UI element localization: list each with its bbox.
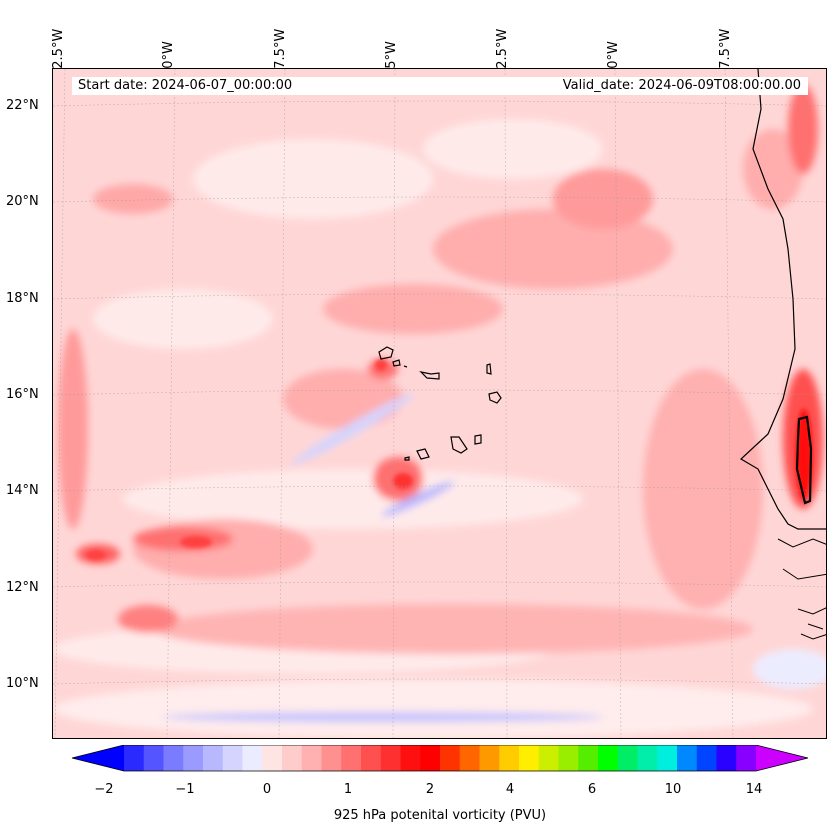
colorbar-segment bbox=[183, 745, 204, 771]
latitude-label: 10°N bbox=[6, 676, 39, 691]
latitude-label: 12°N bbox=[6, 580, 39, 595]
cape-verde-islands bbox=[378, 346, 502, 461]
start-date-label: Start date: 2024-06-07_00:00:00 bbox=[78, 78, 293, 93]
colorbar-outline bbox=[71, 745, 809, 772]
colorbar-tick-label: 1 bbox=[343, 782, 353, 797]
colorbar-extend-max bbox=[756, 745, 808, 771]
colorbar-segment bbox=[361, 745, 382, 771]
colorbar-segment bbox=[124, 745, 145, 771]
colorbar-segment bbox=[637, 745, 658, 771]
graticule bbox=[53, 69, 826, 738]
latitude-label: 14°N bbox=[6, 483, 39, 498]
colorbar-tick-label: 6 bbox=[587, 782, 597, 797]
colorbar-segment bbox=[696, 745, 717, 771]
valid-date-label: Valid_date: 2024-06-09T08:00:00.00 bbox=[562, 78, 801, 93]
latitude-label: 20°N bbox=[6, 194, 39, 209]
colorbar-segment bbox=[499, 745, 520, 771]
colorbar-tick-label: 14 bbox=[745, 782, 763, 797]
colorbar-segment bbox=[301, 745, 322, 771]
colorbar-tick-label: −1 bbox=[175, 782, 195, 797]
colorbar-segment bbox=[558, 745, 579, 771]
colorbar-tick-label: 4 bbox=[505, 782, 515, 797]
coastline bbox=[740, 69, 826, 530]
pv-contours bbox=[53, 84, 826, 738]
colorbar-segment bbox=[163, 745, 184, 771]
colorbar-tick-label: 10 bbox=[664, 782, 682, 797]
colorbar-segment bbox=[677, 745, 698, 771]
colorbar-segment bbox=[519, 745, 540, 771]
colorbar-segment bbox=[459, 745, 480, 771]
colorbar-segment bbox=[380, 745, 401, 771]
colorbar-segment bbox=[242, 745, 263, 771]
colorbar-segment bbox=[598, 745, 619, 771]
colorbar-segment bbox=[657, 745, 678, 771]
colorbar-extend-min bbox=[72, 745, 124, 771]
colorbar bbox=[71, 745, 809, 772]
colorbar-label: 925 hPa potenital vorticity (PVU) bbox=[333, 808, 547, 823]
colorbar-segment bbox=[736, 745, 757, 771]
colorbar-segment bbox=[400, 745, 421, 771]
colorbar-tick-label: 0 bbox=[262, 782, 272, 797]
colorbar-segment bbox=[716, 745, 737, 771]
coastline-south bbox=[777, 538, 826, 640]
colorbar-segment bbox=[420, 745, 441, 771]
colorbar-segment bbox=[341, 745, 362, 771]
info-banner bbox=[72, 77, 808, 95]
colorbar-segment bbox=[282, 745, 303, 771]
latitude-label: 18°N bbox=[6, 291, 39, 306]
colorbar-segment bbox=[222, 745, 243, 771]
colorbar-segment bbox=[617, 745, 638, 771]
pv-max-contour bbox=[795, 415, 813, 505]
colorbar-segment bbox=[440, 745, 461, 771]
colorbar-segment bbox=[262, 745, 283, 771]
colorbar-segment bbox=[479, 745, 500, 771]
colorbar-tick-label: −2 bbox=[94, 782, 114, 797]
latitude-label: 16°N bbox=[6, 387, 39, 402]
colorbar-segment bbox=[321, 745, 342, 771]
map-panel bbox=[52, 68, 827, 739]
colorbar-segment bbox=[143, 745, 164, 771]
colorbar-segment bbox=[538, 745, 559, 771]
colorbar-segment bbox=[578, 745, 599, 771]
colorbar-tick-label: 2 bbox=[425, 782, 435, 797]
pv-field-map bbox=[53, 69, 826, 738]
latitude-label: 22°N bbox=[6, 98, 39, 113]
colorbar-segment bbox=[203, 745, 224, 771]
